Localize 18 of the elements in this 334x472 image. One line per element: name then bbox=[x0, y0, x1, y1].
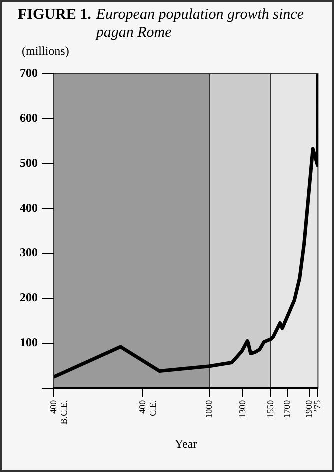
x-tick-label: 1300 bbox=[237, 400, 248, 418]
x-tick-label: 400 C.E. bbox=[137, 400, 158, 416]
x-tick-label: 1700 bbox=[282, 400, 292, 418]
y-tick-label: 100 bbox=[20, 336, 38, 350]
chart-title: FIGURE 1. European population growth since pagan Rome bbox=[18, 6, 305, 42]
y-tick-label: 300 bbox=[20, 246, 38, 260]
y-axis-title: (millions) bbox=[22, 44, 70, 59]
x-tick-label: 1550 bbox=[265, 400, 276, 418]
x-tick-label: 1000 bbox=[204, 400, 214, 418]
y-tick-label: 200 bbox=[20, 290, 38, 305]
x-tick-label: ’75 bbox=[312, 400, 323, 412]
x-axis-title: Year bbox=[175, 436, 198, 451]
y-tick-label: 500 bbox=[20, 156, 38, 170]
y-tick-label: 400 bbox=[20, 200, 38, 215]
x-tick-label: 1900 bbox=[304, 400, 314, 418]
y-tick-label: 700 bbox=[20, 66, 38, 80]
y-tick-label: 600 bbox=[20, 111, 38, 125]
x-tick-label: 400 B.C.E. bbox=[48, 400, 70, 425]
